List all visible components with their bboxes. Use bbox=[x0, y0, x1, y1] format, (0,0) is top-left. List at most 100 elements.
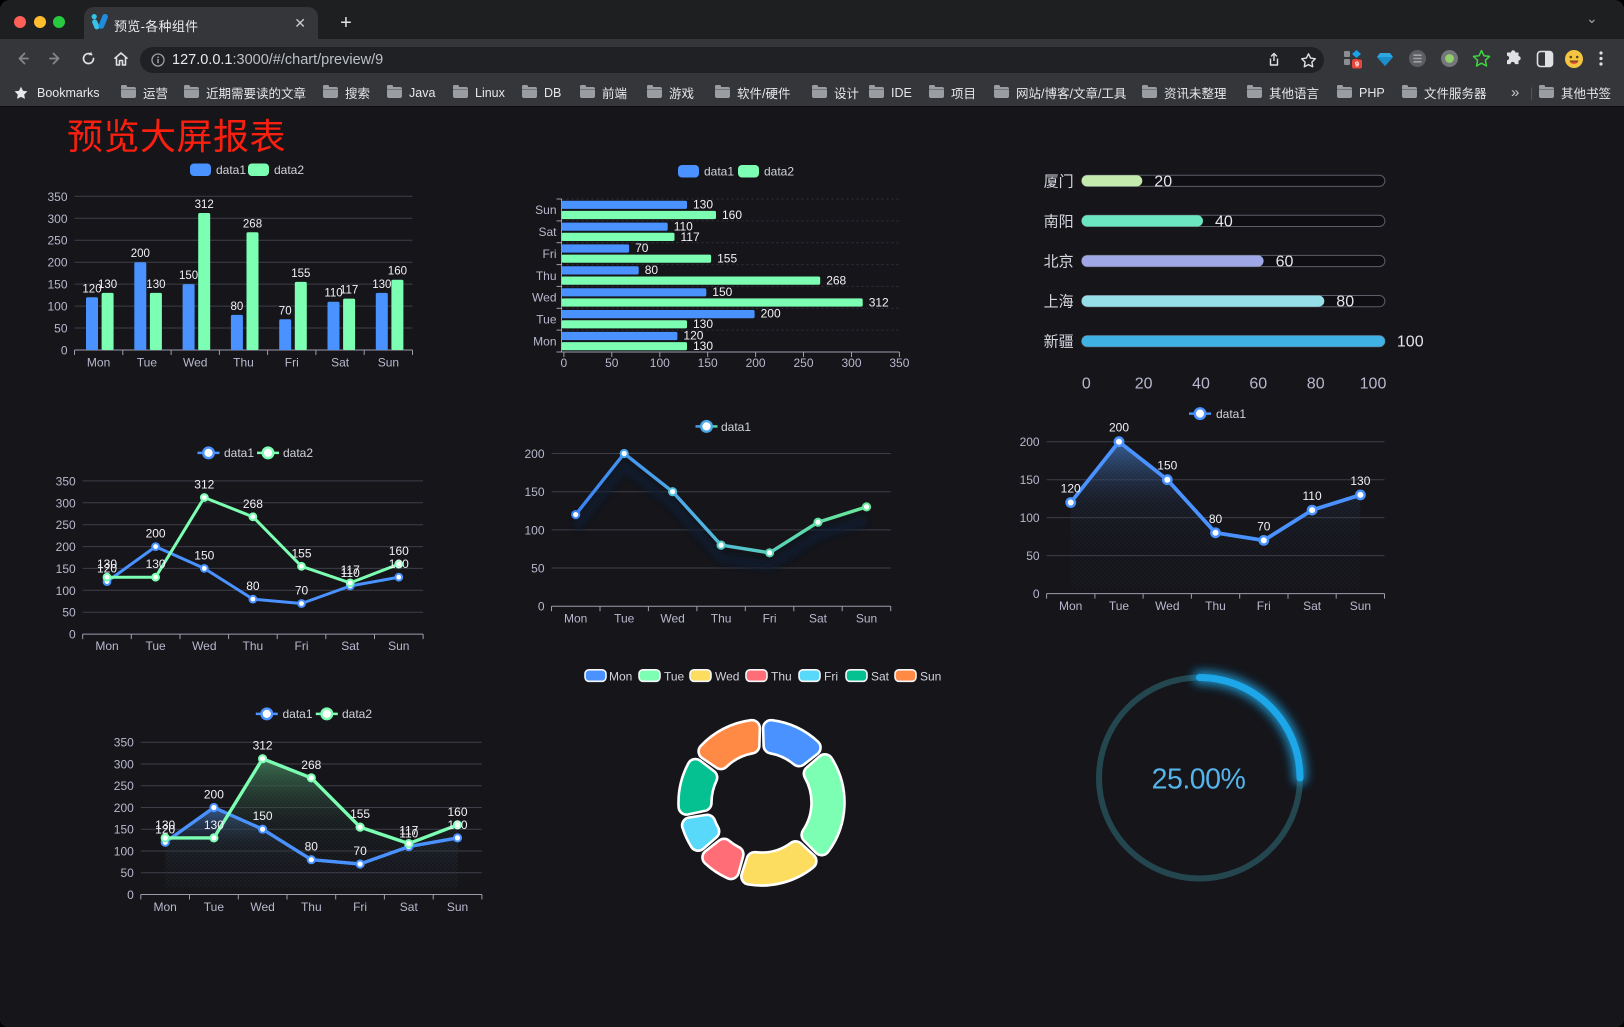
svg-text:200: 200 bbox=[146, 527, 166, 541]
svg-text:70: 70 bbox=[1257, 519, 1271, 533]
svg-text:50: 50 bbox=[605, 356, 619, 370]
svg-text:268: 268 bbox=[243, 497, 263, 511]
svg-text:80: 80 bbox=[1307, 376, 1325, 393]
svg-text:Wed: Wed bbox=[532, 291, 556, 305]
svg-text:250: 250 bbox=[114, 779, 134, 793]
svg-text:200: 200 bbox=[761, 307, 781, 321]
svg-text:120: 120 bbox=[97, 562, 117, 576]
svg-text:Fri: Fri bbox=[285, 356, 299, 370]
svg-text:0: 0 bbox=[538, 600, 545, 614]
svg-text:80: 80 bbox=[246, 579, 260, 593]
svg-text:Thu: Thu bbox=[301, 900, 322, 914]
svg-text:100: 100 bbox=[56, 584, 76, 598]
svg-text:300: 300 bbox=[114, 758, 134, 772]
svg-text:110: 110 bbox=[1303, 489, 1322, 503]
svg-text:160: 160 bbox=[389, 544, 409, 558]
svg-text:130: 130 bbox=[98, 279, 117, 291]
svg-text:Sat: Sat bbox=[1303, 599, 1322, 613]
svg-text:Tue: Tue bbox=[614, 612, 635, 626]
svg-text:Sun: Sun bbox=[378, 356, 399, 370]
svg-text:Sat: Sat bbox=[871, 669, 890, 683]
svg-text:Mon: Mon bbox=[95, 639, 118, 653]
svg-text:60: 60 bbox=[1249, 376, 1267, 393]
svg-text:130: 130 bbox=[155, 818, 175, 832]
svg-text:Wed: Wed bbox=[1155, 599, 1179, 613]
svg-text:110: 110 bbox=[324, 288, 342, 300]
svg-text:120: 120 bbox=[1061, 482, 1081, 496]
svg-text:80: 80 bbox=[645, 263, 659, 277]
svg-text:130: 130 bbox=[693, 317, 713, 331]
svg-text:data1: data1 bbox=[216, 163, 246, 177]
svg-text:新疆: 新疆 bbox=[1044, 334, 1074, 351]
svg-text:data2: data2 bbox=[274, 163, 304, 177]
svg-text:110: 110 bbox=[399, 827, 418, 841]
svg-text:70: 70 bbox=[279, 305, 292, 317]
svg-text:300: 300 bbox=[56, 496, 76, 510]
svg-text:data2: data2 bbox=[283, 446, 313, 460]
svg-text:200: 200 bbox=[47, 256, 67, 270]
svg-text:250: 250 bbox=[793, 356, 813, 370]
svg-text:110: 110 bbox=[674, 219, 693, 233]
svg-text:data1: data1 bbox=[224, 446, 254, 460]
svg-text:100: 100 bbox=[1360, 376, 1387, 393]
svg-text:200: 200 bbox=[524, 447, 544, 461]
svg-text:Fri: Fri bbox=[353, 900, 367, 914]
svg-text:Fri: Fri bbox=[295, 639, 309, 653]
svg-text:北京: 北京 bbox=[1044, 254, 1074, 271]
svg-text:100: 100 bbox=[47, 300, 67, 314]
svg-text:150: 150 bbox=[114, 823, 134, 837]
svg-text:Thu: Thu bbox=[233, 356, 254, 370]
svg-text:312: 312 bbox=[195, 199, 214, 211]
svg-text:120: 120 bbox=[155, 822, 175, 836]
svg-text:Mon: Mon bbox=[533, 334, 556, 348]
svg-text:50: 50 bbox=[531, 562, 545, 576]
svg-text:117: 117 bbox=[681, 230, 700, 244]
svg-text:130: 130 bbox=[204, 818, 224, 832]
svg-text:70: 70 bbox=[295, 584, 309, 598]
svg-text:130: 130 bbox=[372, 279, 391, 291]
svg-text:50: 50 bbox=[1026, 549, 1040, 563]
svg-text:130: 130 bbox=[1350, 474, 1370, 488]
svg-text:200: 200 bbox=[131, 248, 150, 260]
svg-text:data1: data1 bbox=[704, 165, 734, 179]
svg-text:312: 312 bbox=[253, 739, 273, 753]
svg-text:Thu: Thu bbox=[711, 612, 732, 626]
svg-text:70: 70 bbox=[353, 844, 367, 858]
svg-text:上海: 上海 bbox=[1044, 294, 1074, 311]
svg-text:350: 350 bbox=[114, 736, 134, 750]
svg-text:250: 250 bbox=[56, 518, 76, 532]
svg-text:data2: data2 bbox=[342, 707, 372, 721]
svg-text:data1: data1 bbox=[1216, 407, 1246, 421]
svg-text:50: 50 bbox=[120, 866, 134, 880]
svg-text:Tue: Tue bbox=[137, 356, 158, 370]
svg-text:Tue: Tue bbox=[204, 900, 225, 914]
svg-text:150: 150 bbox=[1020, 473, 1040, 487]
svg-text:Sat: Sat bbox=[400, 900, 419, 914]
svg-text:Sun: Sun bbox=[1350, 599, 1371, 613]
svg-text:150: 150 bbox=[712, 285, 732, 299]
svg-text:130: 130 bbox=[389, 557, 409, 571]
svg-text:100: 100 bbox=[114, 845, 134, 859]
svg-text:150: 150 bbox=[698, 356, 718, 370]
svg-text:Mon: Mon bbox=[609, 669, 632, 683]
svg-text:160: 160 bbox=[388, 266, 407, 278]
svg-text:Fri: Fri bbox=[543, 247, 557, 261]
svg-text:data1: data1 bbox=[721, 420, 751, 434]
svg-text:Tue: Tue bbox=[664, 669, 685, 683]
svg-text:130: 130 bbox=[447, 818, 467, 832]
svg-text:150: 150 bbox=[56, 562, 76, 576]
svg-text:20: 20 bbox=[1154, 173, 1172, 190]
svg-text:Wed: Wed bbox=[660, 612, 684, 626]
svg-text:350: 350 bbox=[889, 356, 909, 370]
svg-text:0: 0 bbox=[1033, 587, 1040, 601]
svg-text:300: 300 bbox=[47, 212, 67, 226]
svg-text:268: 268 bbox=[243, 218, 262, 230]
svg-text:155: 155 bbox=[350, 807, 370, 821]
svg-text:40: 40 bbox=[1192, 376, 1210, 393]
svg-text:312: 312 bbox=[869, 295, 889, 309]
svg-text:155: 155 bbox=[717, 252, 737, 266]
svg-text:150: 150 bbox=[1157, 459, 1177, 473]
svg-text:80: 80 bbox=[1336, 294, 1354, 311]
svg-text:南阳: 南阳 bbox=[1044, 213, 1074, 230]
svg-text:200: 200 bbox=[1109, 421, 1129, 435]
